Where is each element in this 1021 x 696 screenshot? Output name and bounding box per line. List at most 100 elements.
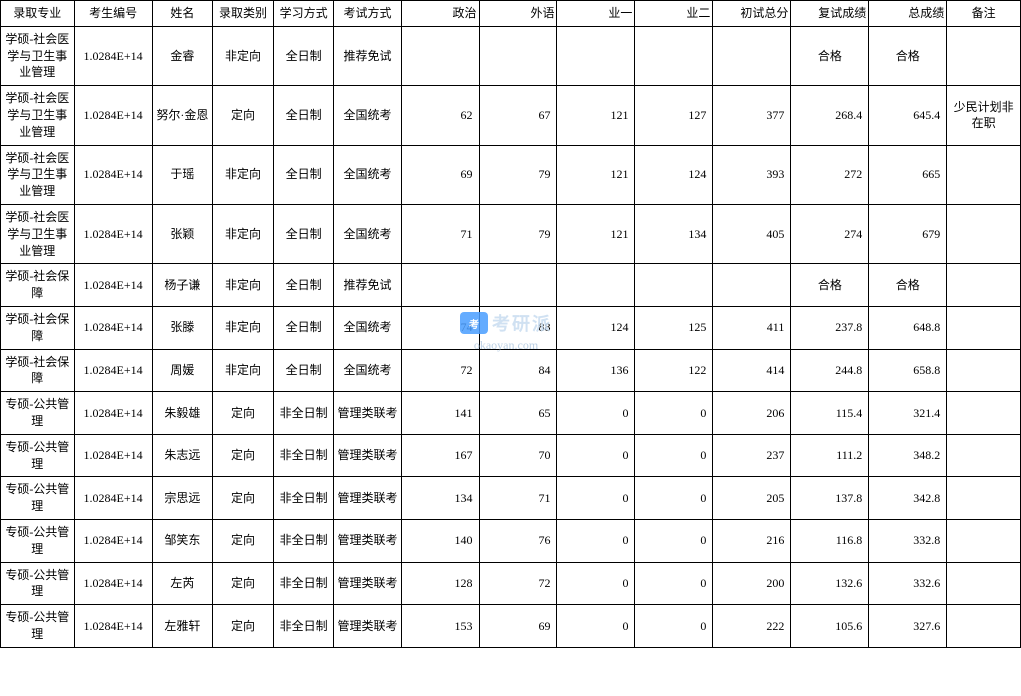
cell-prelim: 411	[713, 306, 791, 349]
cell-retest: 111.2	[791, 434, 869, 477]
cell-type: 定向	[213, 519, 274, 562]
col-header-sub1: 业一	[557, 1, 635, 27]
cell-major: 学硕-社会医学与卫生事业管理	[1, 204, 75, 263]
cell-sub1	[557, 26, 635, 85]
cell-study: 非全日制	[273, 477, 334, 520]
cell-type: 定向	[213, 392, 274, 435]
cell-sub1: 0	[557, 562, 635, 605]
cell-foreign: 76	[479, 519, 557, 562]
cell-retest: 137.8	[791, 477, 869, 520]
cell-name: 张滕	[152, 306, 213, 349]
cell-study: 全日制	[273, 264, 334, 307]
cell-type: 定向	[213, 477, 274, 520]
cell-retest: 274	[791, 204, 869, 263]
col-header-prelim: 初试总分	[713, 1, 791, 27]
cell-exam: 全国统考	[334, 86, 401, 145]
cell-study: 非全日制	[273, 392, 334, 435]
cell-type: 定向	[213, 562, 274, 605]
cell-remark	[947, 477, 1021, 520]
cell-retest: 132.6	[791, 562, 869, 605]
cell-id: 1.0284E+14	[74, 264, 152, 307]
cell-politics: 71	[401, 204, 479, 263]
cell-politics: 62	[401, 86, 479, 145]
cell-total: 665	[869, 145, 947, 204]
cell-prelim: 377	[713, 86, 791, 145]
cell-total: 679	[869, 204, 947, 263]
cell-politics: 167	[401, 434, 479, 477]
cell-major: 专硕-公共管理	[1, 562, 75, 605]
cell-name: 张颖	[152, 204, 213, 263]
cell-id: 1.0284E+14	[74, 519, 152, 562]
cell-politics: 153	[401, 605, 479, 648]
cell-prelim: 222	[713, 605, 791, 648]
cell-total: 327.6	[869, 605, 947, 648]
cell-remark	[947, 434, 1021, 477]
cell-total: 348.2	[869, 434, 947, 477]
cell-major: 专硕-公共管理	[1, 605, 75, 648]
cell-major: 学硕-社会医学与卫生事业管理	[1, 86, 75, 145]
cell-type: 定向	[213, 605, 274, 648]
cell-study: 非全日制	[273, 605, 334, 648]
cell-sub2: 0	[635, 392, 713, 435]
col-header-type: 录取类别	[213, 1, 274, 27]
cell-name: 邹笑东	[152, 519, 213, 562]
cell-sub2: 0	[635, 477, 713, 520]
cell-sub1: 124	[557, 306, 635, 349]
cell-exam: 推荐免试	[334, 26, 401, 85]
table-body: 学硕-社会医学与卫生事业管理1.0284E+14金睿非定向全日制推荐免试合格合格…	[1, 26, 1021, 647]
cell-retest: 合格	[791, 264, 869, 307]
cell-sub2: 127	[635, 86, 713, 145]
col-header-id: 考生编号	[74, 1, 152, 27]
cell-exam: 管理类联考	[334, 562, 401, 605]
cell-exam: 全国统考	[334, 204, 401, 263]
cell-prelim: 205	[713, 477, 791, 520]
cell-remark	[947, 605, 1021, 648]
cell-sub1: 0	[557, 434, 635, 477]
cell-name: 金睿	[152, 26, 213, 85]
cell-exam: 管理类联考	[334, 605, 401, 648]
table-row: 专硕-公共管理1.0284E+14左雅轩定向非全日制管理类联考153690022…	[1, 605, 1021, 648]
col-header-politics: 政治	[401, 1, 479, 27]
cell-sub2: 124	[635, 145, 713, 204]
cell-study: 全日制	[273, 145, 334, 204]
table-header-row: 录取专业考生编号姓名录取类别学习方式考试方式政治外语业一业二初试总分复试成绩总成…	[1, 1, 1021, 27]
cell-prelim: 414	[713, 349, 791, 392]
cell-total: 332.6	[869, 562, 947, 605]
cell-sub1: 121	[557, 86, 635, 145]
cell-name: 努尔·金恩	[152, 86, 213, 145]
cell-major: 专硕-公共管理	[1, 392, 75, 435]
cell-type: 定向	[213, 86, 274, 145]
cell-sub2: 122	[635, 349, 713, 392]
cell-politics: 74	[401, 306, 479, 349]
cell-politics: 140	[401, 519, 479, 562]
cell-type: 非定向	[213, 264, 274, 307]
cell-exam: 推荐免试	[334, 264, 401, 307]
cell-type: 非定向	[213, 26, 274, 85]
cell-id: 1.0284E+14	[74, 434, 152, 477]
cell-type: 非定向	[213, 145, 274, 204]
cell-retest: 244.8	[791, 349, 869, 392]
cell-prelim: 200	[713, 562, 791, 605]
table-row: 学硕-社会保障1.0284E+14周媛非定向全日制全国统考72841361224…	[1, 349, 1021, 392]
cell-retest: 237.8	[791, 306, 869, 349]
cell-foreign: 88	[479, 306, 557, 349]
cell-prelim: 216	[713, 519, 791, 562]
cell-foreign	[479, 26, 557, 85]
cell-name: 宗思远	[152, 477, 213, 520]
cell-id: 1.0284E+14	[74, 562, 152, 605]
cell-politics	[401, 264, 479, 307]
cell-remark: 少民计划非在职	[947, 86, 1021, 145]
col-header-retest: 复试成绩	[791, 1, 869, 27]
cell-id: 1.0284E+14	[74, 605, 152, 648]
cell-sub2: 134	[635, 204, 713, 263]
cell-study: 全日制	[273, 86, 334, 145]
cell-sub1	[557, 264, 635, 307]
cell-study: 全日制	[273, 349, 334, 392]
cell-prelim: 237	[713, 434, 791, 477]
cell-name: 左芮	[152, 562, 213, 605]
cell-type: 非定向	[213, 306, 274, 349]
table-row: 学硕-社会医学与卫生事业管理1.0284E+14于瑶非定向全日制全国统考6979…	[1, 145, 1021, 204]
cell-study: 非全日制	[273, 434, 334, 477]
cell-foreign	[479, 264, 557, 307]
cell-politics	[401, 26, 479, 85]
